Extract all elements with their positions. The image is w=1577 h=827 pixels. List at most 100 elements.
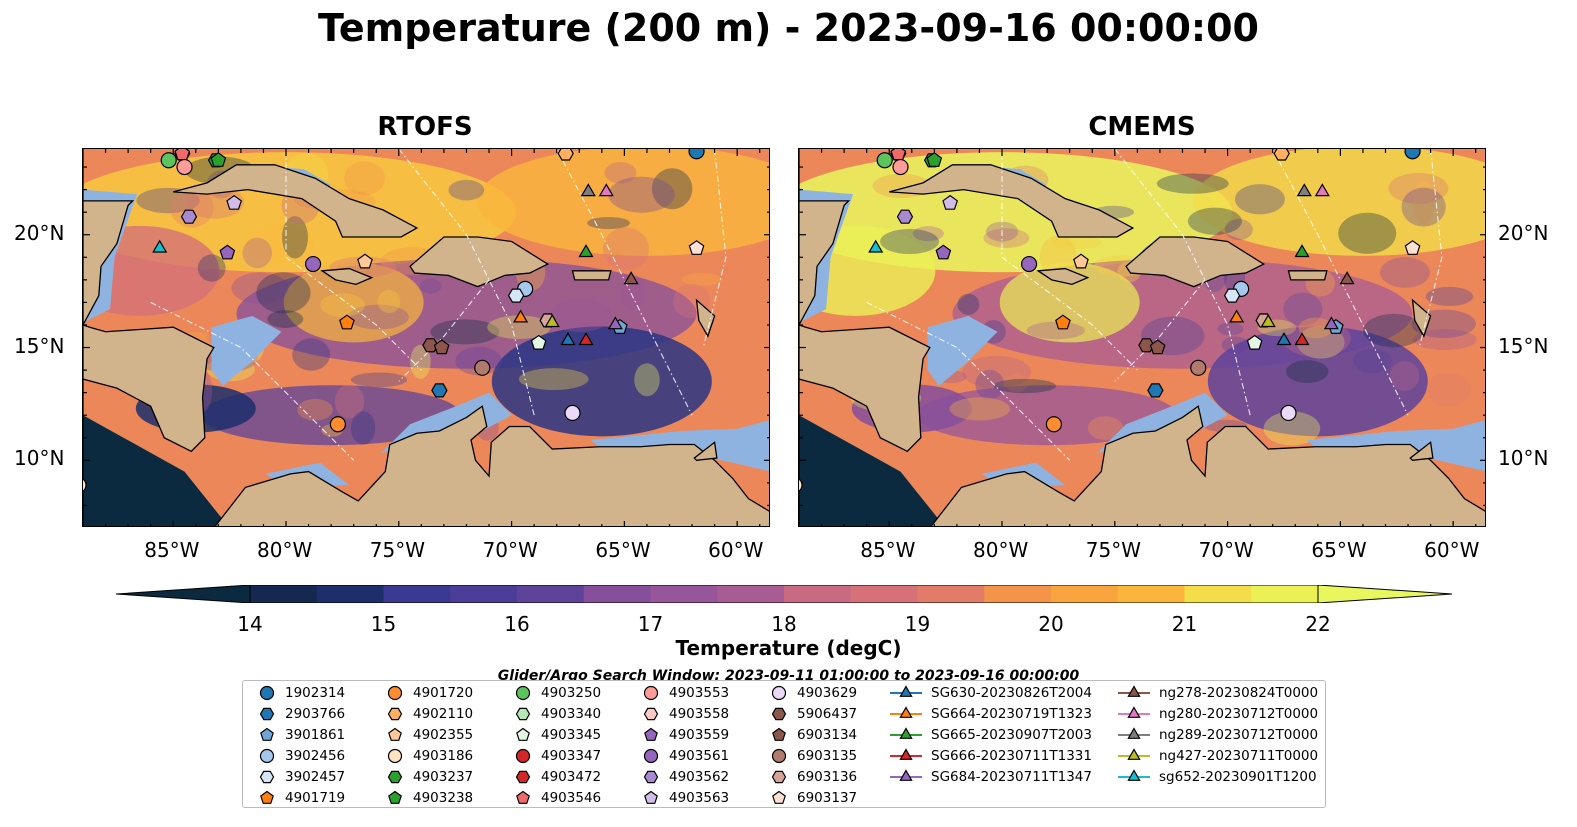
marker-6903137 [688,240,705,255]
land-puertorico [1287,270,1328,281]
eddy [320,293,366,318]
eddy [487,315,551,340]
eddy [1338,212,1397,254]
eddy [1217,322,1244,336]
legend-item: sg652-20230901T1200 [1117,767,1317,787]
eez-line [1114,149,1251,416]
marker-5906437 [422,338,439,353]
eddy [604,162,637,184]
legend-item: SG630-20230826T2004 [889,683,1092,703]
marker-4903250 [160,152,177,169]
legend-label: 4902355 [413,727,474,743]
legend-item: 4903629 [769,683,857,703]
legend-label: SG684-20230711T1347 [931,769,1092,785]
eddy [1286,360,1329,383]
eddy [983,228,1030,248]
colorbar-segment [984,585,1052,603]
marker-SG665-20230907T2003 [578,244,594,258]
legend-item: 4903546 [513,788,601,808]
colorbar-label: Temperature (degC) [675,636,902,660]
pacific-cold [799,415,945,526]
legend-marker [771,707,787,721]
panel-title-cmems: CMEMS [1088,112,1196,142]
legend-item: 4901719 [257,788,345,808]
eddy [949,397,1011,421]
x-tick-label: 80°W [257,538,313,562]
legend-label: SG665-20230907T2003 [931,727,1092,743]
marker-4902355 [1073,253,1089,269]
eddy [1039,235,1077,279]
eddy [957,293,980,315]
marker-1902314 [688,149,705,160]
land-jamaica [320,267,374,286]
legend-label: ng427-20230711T0000 [1159,748,1319,764]
colorbar [115,584,1453,607]
legend-label: sg652-20230901T1200 [1159,769,1317,785]
legend-item: 6903134 [769,725,857,745]
eddy [1005,373,1029,393]
legend-marker [644,790,658,804]
eddy [651,168,693,210]
marker-6903137 [1404,240,1421,255]
x-tick-label: 80°W [973,538,1029,562]
marker-4903546 [890,149,907,161]
legend-item: SG664-20230719T1323 [889,704,1092,724]
land-puertorico [571,270,612,281]
marker-4903559 [935,244,952,260]
legend-item: 4903186 [385,746,473,766]
eez-line [556,149,693,416]
marker-4903629 [1280,404,1297,422]
legend-marker [890,748,922,760]
x-tick-label: 65°W [595,538,651,562]
colorbar-extend-low [115,584,251,604]
map-rtofs [83,149,769,526]
legend-label: 4903561 [669,748,730,764]
cool-eddy-east [491,326,712,437]
legend-item: 4903562 [641,767,729,787]
eddy [1221,336,1250,354]
eez-line [150,301,355,461]
eddy [1263,411,1321,446]
marker-4902110 [1273,149,1290,161]
legend-label: 4903558 [669,706,730,722]
marker-ng427-20230711T0000 [1260,313,1276,328]
legend-label: SG666-20230711T1331 [931,748,1092,764]
marker-ng280-20230712T0000 [1314,183,1330,197]
legend-label: 3902456 [285,748,346,764]
colorbar-segment [383,585,451,603]
eddy [608,176,675,213]
legend-label: 6903136 [797,769,858,785]
marker-ng289-20230712T0000 [1296,183,1312,197]
marker-6903135 [1190,359,1207,376]
legend-marker [890,685,922,697]
legend-item: 4903553 [641,683,729,703]
colorbar-segment [650,585,718,603]
legend-marker [1118,748,1150,760]
marker-4903561 [1020,255,1038,273]
eez-line [398,279,490,382]
eddy [377,289,401,314]
legend-marker [1118,685,1150,697]
eddy [634,363,660,397]
eddy [344,161,385,196]
shelf [927,315,998,386]
legend-item: 5906437 [769,704,857,724]
colorbar-tick-label: 19 [904,612,931,636]
y-tick-label-left: 10°N [14,446,65,471]
eddy [448,179,485,201]
x-tick-label: 60°W [1424,538,1480,562]
land-hispaniola [1125,236,1266,288]
land-central [83,200,135,326]
marker-SG630-20230826T2004 [560,332,576,346]
y-tick-label-right: 20°N [1498,220,1549,245]
marker-SG684-20230711T1347 [1323,316,1339,330]
land-trinidad [1409,441,1434,462]
legend-label: SG664-20230719T1323 [931,706,1092,722]
eddy [1296,325,1345,359]
marker-4903553 [892,158,909,176]
colorbar-segment [316,585,384,603]
marker-sg652-20230901T1200 [868,239,884,253]
legend-marker [516,727,530,741]
eddy [1353,348,1392,374]
legend-marker [771,748,787,764]
